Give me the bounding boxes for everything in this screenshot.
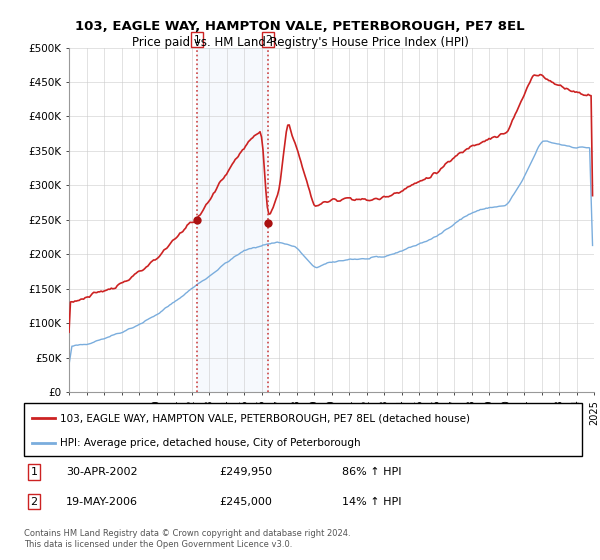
Text: 1: 1 xyxy=(31,467,38,477)
Text: 103, EAGLE WAY, HAMPTON VALE, PETERBOROUGH, PE7 8EL: 103, EAGLE WAY, HAMPTON VALE, PETERBOROU… xyxy=(75,20,525,32)
Text: 19-MAY-2006: 19-MAY-2006 xyxy=(66,497,138,507)
Text: Price paid vs. HM Land Registry's House Price Index (HPI): Price paid vs. HM Land Registry's House … xyxy=(131,36,469,49)
Text: HPI: Average price, detached house, City of Peterborough: HPI: Average price, detached house, City… xyxy=(60,438,361,448)
Text: 103, EAGLE WAY, HAMPTON VALE, PETERBOROUGH, PE7 8EL (detached house): 103, EAGLE WAY, HAMPTON VALE, PETERBOROU… xyxy=(60,413,470,423)
Text: £245,000: £245,000 xyxy=(220,497,272,507)
Text: 14% ↑ HPI: 14% ↑ HPI xyxy=(342,497,401,507)
Text: £249,950: £249,950 xyxy=(220,467,272,477)
Text: 30-APR-2002: 30-APR-2002 xyxy=(66,467,137,477)
Text: 86% ↑ HPI: 86% ↑ HPI xyxy=(342,467,401,477)
Text: 2: 2 xyxy=(265,35,271,45)
Text: Contains HM Land Registry data © Crown copyright and database right 2024.
This d: Contains HM Land Registry data © Crown c… xyxy=(24,529,350,549)
Bar xyxy=(197,48,268,392)
Text: 2: 2 xyxy=(31,497,38,507)
Text: 1: 1 xyxy=(194,35,200,45)
